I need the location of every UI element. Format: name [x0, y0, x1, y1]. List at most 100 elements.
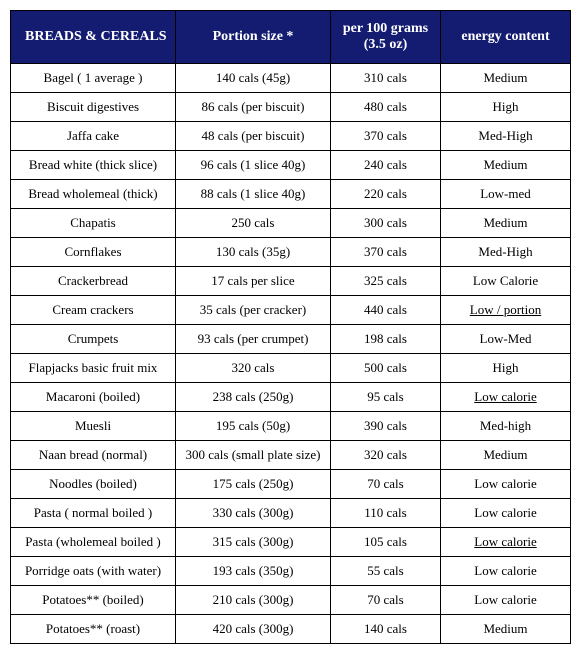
table-cell: Med-high	[441, 412, 571, 441]
table-cell: 96 cals (1 slice 40g)	[176, 151, 331, 180]
table-cell: 390 cals	[331, 412, 441, 441]
table-cell: Crumpets	[11, 325, 176, 354]
table-cell: 240 cals	[331, 151, 441, 180]
table-cell: Bread wholemeal (thick)	[11, 180, 176, 209]
table-cell: 480 cals	[331, 93, 441, 122]
table-row: Noodles (boiled)175 cals (250g)70 calsLo…	[11, 470, 571, 499]
table-cell: 300 cals (small plate size)	[176, 441, 331, 470]
table-cell: 420 cals (300g)	[176, 615, 331, 644]
table-cell: 440 cals	[331, 296, 441, 325]
table-cell: Jaffa cake	[11, 122, 176, 151]
table-row: Cream crackers35 cals (per cracker)440 c…	[11, 296, 571, 325]
table-cell: Medium	[441, 615, 571, 644]
table-cell: Low-Med	[441, 325, 571, 354]
header-cell-energy: energy content	[441, 11, 571, 64]
table-cell: 330 cals (300g)	[176, 499, 331, 528]
table-cell: 325 cals	[331, 267, 441, 296]
table-cell: 500 cals	[331, 354, 441, 383]
table-cell: High	[441, 354, 571, 383]
table-cell: Bagel ( 1 average )	[11, 64, 176, 93]
table-cell: 140 cals	[331, 615, 441, 644]
table-cell: Crackerbread	[11, 267, 176, 296]
table-cell: 193 cals (350g)	[176, 557, 331, 586]
table-cell: Low / portion	[441, 296, 571, 325]
table-cell: 93 cals (per crumpet)	[176, 325, 331, 354]
table-cell: Pasta (wholemeal boiled )	[11, 528, 176, 557]
table-cell: 195 cals (50g)	[176, 412, 331, 441]
table-row: Muesli195 cals (50g)390 calsMed-high	[11, 412, 571, 441]
table-cell: Medium	[441, 209, 571, 238]
table-cell: Pasta ( normal boiled )	[11, 499, 176, 528]
table-cell: High	[441, 93, 571, 122]
table-cell: Macaroni (boiled)	[11, 383, 176, 412]
table-cell: Cornflakes	[11, 238, 176, 267]
table-cell: Low calorie	[441, 528, 571, 557]
table-cell: 320 cals	[176, 354, 331, 383]
table-cell: 320 cals	[331, 441, 441, 470]
table-cell: Low calorie	[441, 586, 571, 615]
table-cell: Low calorie	[441, 557, 571, 586]
table-row: Biscuit digestives86 cals (per biscuit)4…	[11, 93, 571, 122]
table-row: Potatoes** (roast)420 cals (300g)140 cal…	[11, 615, 571, 644]
table-cell: 95 cals	[331, 383, 441, 412]
table-cell: 238 cals (250g)	[176, 383, 331, 412]
table-cell: Med-High	[441, 238, 571, 267]
table-row: Bagel ( 1 average )140 cals (45g)310 cal…	[11, 64, 571, 93]
table-row: Crumpets93 cals (per crumpet)198 calsLow…	[11, 325, 571, 354]
table-row: Naan bread (normal)300 cals (small plate…	[11, 441, 571, 470]
table-cell: 17 cals per slice	[176, 267, 331, 296]
table-cell: Potatoes** (boiled)	[11, 586, 176, 615]
table-cell: 130 cals (35g)	[176, 238, 331, 267]
table-body: Bagel ( 1 average )140 cals (45g)310 cal…	[11, 64, 571, 644]
table-cell: Low Calorie	[441, 267, 571, 296]
table-cell: Flapjacks basic fruit mix	[11, 354, 176, 383]
table-cell: Med-High	[441, 122, 571, 151]
table-row: Bread white (thick slice)96 cals (1 slic…	[11, 151, 571, 180]
table-row: Crackerbread17 cals per slice325 calsLow…	[11, 267, 571, 296]
table-cell: 140 cals (45g)	[176, 64, 331, 93]
table-cell: Low calorie	[441, 383, 571, 412]
table-cell: 250 cals	[176, 209, 331, 238]
table-cell: 88 cals (1 slice 40g)	[176, 180, 331, 209]
table-cell: Noodles (boiled)	[11, 470, 176, 499]
table-cell: 105 cals	[331, 528, 441, 557]
table-cell: Chapatis	[11, 209, 176, 238]
table-cell: 70 cals	[331, 470, 441, 499]
table-cell: Medium	[441, 64, 571, 93]
table-cell: 86 cals (per biscuit)	[176, 93, 331, 122]
table-cell: 55 cals	[331, 557, 441, 586]
table-cell: 70 cals	[331, 586, 441, 615]
table-cell: 48 cals (per biscuit)	[176, 122, 331, 151]
table-cell: Potatoes** (roast)	[11, 615, 176, 644]
table-row: Chapatis250 cals300 calsMedium	[11, 209, 571, 238]
calorie-table: BREADS & CEREALS Portion size * per 100 …	[10, 10, 571, 644]
header-cell-food: BREADS & CEREALS	[11, 11, 176, 64]
table-cell: 220 cals	[331, 180, 441, 209]
table-row: Bread wholemeal (thick)88 cals (1 slice …	[11, 180, 571, 209]
table-row: Jaffa cake48 cals (per biscuit)370 calsM…	[11, 122, 571, 151]
table-header: BREADS & CEREALS Portion size * per 100 …	[11, 11, 571, 64]
table-row: Pasta ( normal boiled )330 cals (300g)11…	[11, 499, 571, 528]
table-cell: Muesli	[11, 412, 176, 441]
table-row: Cornflakes130 cals (35g)370 calsMed-High	[11, 238, 571, 267]
table-cell: Low-med	[441, 180, 571, 209]
table-cell: 310 cals	[331, 64, 441, 93]
table-row: Macaroni (boiled)238 cals (250g)95 calsL…	[11, 383, 571, 412]
table-cell: Porridge oats (with water)	[11, 557, 176, 586]
table-row: Potatoes** (boiled)210 cals (300g)70 cal…	[11, 586, 571, 615]
table-cell: Cream crackers	[11, 296, 176, 325]
table-row: Pasta (wholemeal boiled )315 cals (300g)…	[11, 528, 571, 557]
table-cell: Medium	[441, 441, 571, 470]
table-cell: 198 cals	[331, 325, 441, 354]
table-cell: Bread white (thick slice)	[11, 151, 176, 180]
table-cell: 35 cals (per cracker)	[176, 296, 331, 325]
table-cell: 315 cals (300g)	[176, 528, 331, 557]
table-cell: Naan bread (normal)	[11, 441, 176, 470]
table-cell: 370 cals	[331, 122, 441, 151]
table-cell: Medium	[441, 151, 571, 180]
header-cell-per100g: per 100 grams (3.5 oz)	[331, 11, 441, 64]
table-cell: 175 cals (250g)	[176, 470, 331, 499]
table-cell: Biscuit digestives	[11, 93, 176, 122]
table-cell: 370 cals	[331, 238, 441, 267]
table-cell: 110 cals	[331, 499, 441, 528]
